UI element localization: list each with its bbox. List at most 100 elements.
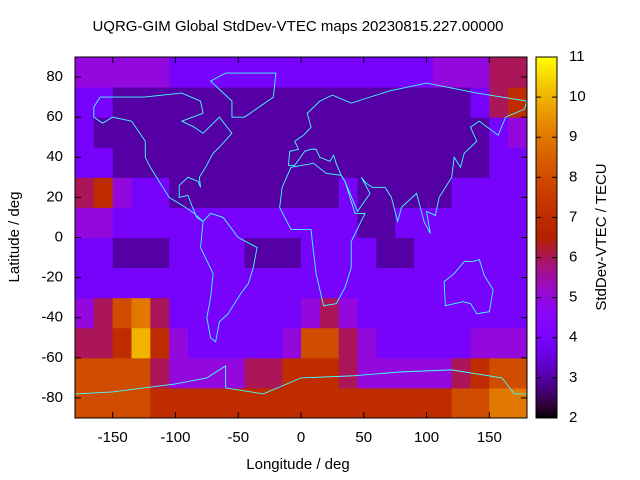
heatmap-cell	[75, 117, 95, 148]
heatmap-cell	[112, 117, 132, 148]
heatmap-cell	[508, 117, 528, 148]
heatmap-cell	[169, 237, 189, 269]
colorbar-label: StdDev-VTEC / TECU	[593, 163, 610, 310]
heatmap-cell	[508, 177, 528, 208]
heatmap-cell	[376, 147, 396, 178]
heatmap-cell	[282, 387, 302, 419]
heatmap-cell	[112, 177, 132, 208]
heatmap-cell	[432, 87, 453, 118]
heatmap-cell	[395, 237, 415, 269]
heatmap-cell	[131, 117, 151, 148]
heatmap-cell	[75, 387, 95, 419]
heatmap-cell	[376, 237, 396, 269]
heatmap-cell	[150, 87, 170, 118]
heatmap-cell	[244, 237, 264, 269]
heatmap-cell	[319, 117, 340, 148]
heatmap-cell	[150, 327, 170, 359]
colorbar	[535, 56, 558, 419]
heatmap-cell	[206, 297, 227, 329]
heatmap-cell	[75, 87, 95, 118]
heatmap-cell	[470, 327, 490, 359]
heatmap-cell	[225, 147, 245, 178]
y-tick-label: 60	[46, 108, 63, 125]
heatmap-cell	[395, 57, 415, 88]
heatmap-cell	[301, 57, 321, 88]
heatmap-cell	[376, 207, 396, 238]
heatmap-cell	[150, 387, 170, 419]
heatmap-cell	[75, 177, 95, 208]
heatmap-cell	[75, 297, 95, 329]
x-tick-label: 150	[477, 429, 502, 446]
heatmap-cell	[451, 87, 471, 118]
heatmap-cell	[508, 237, 528, 269]
heatmap-cell	[206, 177, 227, 208]
heatmap-cell	[338, 327, 358, 359]
heatmap-cell	[112, 237, 132, 269]
heatmap-cell	[206, 387, 227, 419]
heatmap-cell	[357, 387, 377, 419]
heatmap-cell	[508, 297, 528, 329]
heatmap-cell	[357, 117, 377, 148]
heatmap-cell	[470, 267, 490, 299]
heatmap-cell	[357, 57, 377, 88]
heatmap-cell	[301, 147, 321, 178]
heatmap-cell	[188, 87, 208, 118]
heatmap-cell	[225, 297, 245, 329]
heatmap-cell	[357, 237, 377, 269]
heatmap-cell	[508, 357, 528, 389]
heatmap-cell	[282, 267, 302, 299]
heatmap-cell	[244, 387, 264, 419]
heatmap-cell	[395, 147, 415, 178]
heatmap-cell	[414, 147, 434, 178]
heatmap-cell	[206, 207, 227, 238]
heatmap-cell	[414, 177, 434, 208]
heatmap-cell	[301, 117, 321, 148]
heatmap-cell	[131, 147, 151, 178]
heatmap-cell	[301, 327, 321, 359]
heatmap-cell	[93, 387, 114, 419]
heatmap-cell	[75, 267, 95, 299]
heatmap-cell	[451, 357, 471, 389]
heatmap-cell	[489, 177, 509, 208]
heatmap-cell	[112, 267, 132, 299]
coastlines	[75, 73, 527, 394]
heatmap-cell	[206, 57, 227, 88]
heatmap-cell	[112, 297, 132, 329]
heatmap-cell	[131, 87, 151, 118]
heatmap-cell	[112, 87, 132, 118]
colorbar-tick-label: 10	[569, 88, 586, 105]
heatmap-cell	[93, 177, 114, 208]
heatmap-cell	[376, 267, 396, 299]
heatmap-cell	[489, 57, 509, 88]
heatmap-cell	[169, 357, 189, 389]
heatmap-cell	[263, 207, 283, 238]
heatmap-cell	[376, 57, 396, 88]
heatmap-cell	[169, 147, 189, 178]
heatmap-cell	[150, 207, 170, 238]
heatmap-cell	[188, 327, 208, 359]
x-tick-label: 0	[297, 429, 305, 446]
heatmap-cell	[169, 57, 189, 88]
heatmap-cell	[338, 57, 358, 88]
heatmap-cell	[169, 207, 189, 238]
heatmap-cell	[319, 177, 340, 208]
heatmap-cell	[451, 117, 471, 148]
heatmap-cell	[93, 267, 114, 299]
heatmap-cell	[112, 147, 132, 178]
heatmap-cell	[150, 57, 170, 88]
heatmap-cell	[75, 207, 95, 238]
heatmap-cell	[470, 357, 490, 389]
heatmap-cell	[319, 237, 340, 269]
heatmap-cell	[131, 327, 151, 359]
heatmap-cell	[75, 327, 95, 359]
heatmap-cell	[282, 147, 302, 178]
x-tick-label: 50	[355, 429, 372, 446]
heatmap-cell	[188, 267, 208, 299]
heatmap-cell	[263, 327, 283, 359]
heatmap-cell	[395, 327, 415, 359]
heatmap-cell	[414, 57, 434, 88]
heatmap-cell	[93, 237, 114, 269]
y-tick-label: 40	[46, 148, 63, 165]
heatmap-cell	[357, 267, 377, 299]
heatmap-cell	[112, 387, 132, 419]
